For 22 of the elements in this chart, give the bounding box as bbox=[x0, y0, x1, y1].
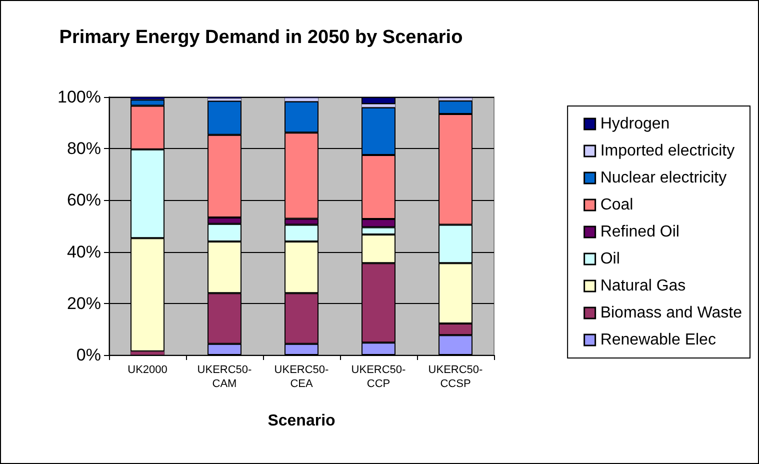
legend-label: Biomass and Waste bbox=[600, 304, 742, 322]
x-tick-label: UKERC50-CEA bbox=[274, 364, 330, 390]
legend-label: Refined Oil bbox=[600, 224, 680, 240]
x-tick-label: UKERC50-CAM bbox=[197, 364, 252, 390]
legend-label: Hydrogen bbox=[600, 116, 670, 132]
x-tick-label: UKERC50-CCSP bbox=[428, 364, 484, 390]
chart-title: Primary Energy Demand in 2050 by Scenario bbox=[59, 27, 463, 48]
x-tick-label: UKERC50-CCP bbox=[351, 364, 406, 390]
y-tick-label: 80% bbox=[66, 139, 101, 158]
legend-label: Nuclear electricity bbox=[600, 170, 727, 186]
y-tick-label: 60% bbox=[66, 190, 101, 210]
y-tick-label: 0% bbox=[76, 346, 101, 364]
legend-label: Natural Gas bbox=[600, 278, 686, 294]
legend-label: Coal bbox=[600, 196, 634, 214]
y-tick-label: 40% bbox=[66, 242, 101, 262]
legend-label: Oil bbox=[600, 250, 620, 268]
y-tick-label: 100% bbox=[58, 88, 101, 106]
x-tick-label: UK2000 bbox=[128, 364, 168, 376]
legend-label: Renewable Elec bbox=[600, 332, 716, 348]
legend-label: Imported electricity bbox=[600, 142, 735, 160]
x-axis-title: Scenario bbox=[268, 412, 336, 430]
y-tick-label: 20% bbox=[66, 294, 101, 313]
